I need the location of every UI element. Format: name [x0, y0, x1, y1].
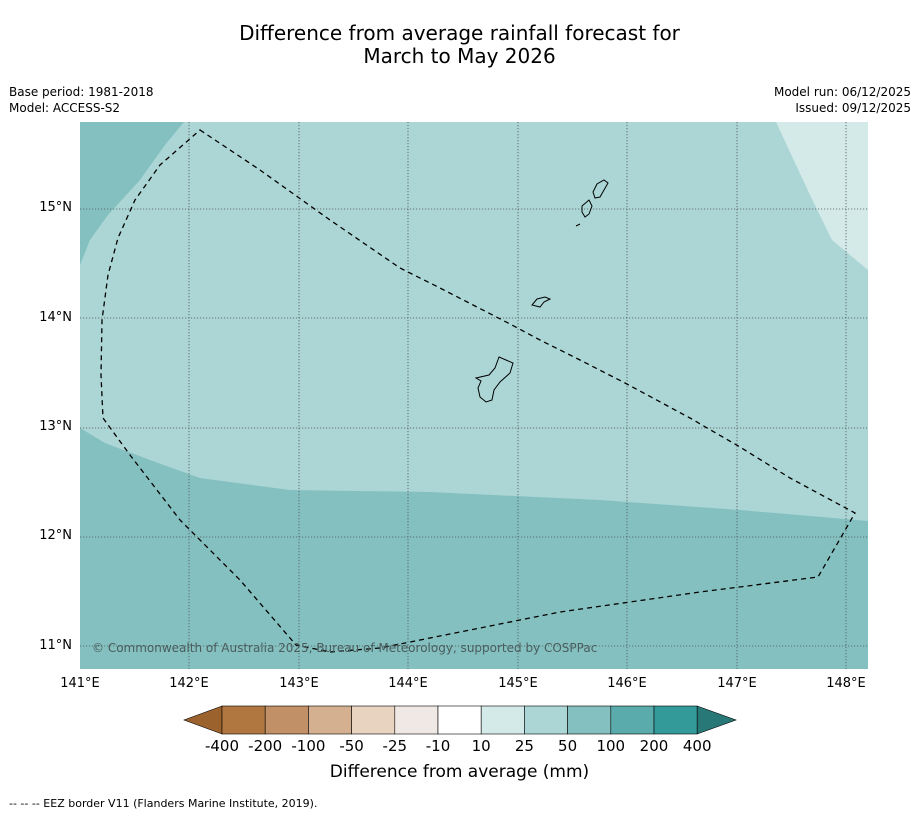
- base-period: Base period: 1981-2018: [9, 85, 154, 99]
- colorbar-label: 100: [596, 737, 626, 755]
- colorbar-label: -100: [291, 737, 326, 755]
- lat-tick-15n: 15°N: [39, 200, 72, 215]
- rainfall-zone-10-25: [776, 122, 868, 270]
- copyright-notice: © Commonwealth of Australia 2025, Bureau…: [92, 641, 598, 655]
- meta-left: Base period: 1981-2018 Model: ACCESS-S2: [9, 84, 154, 116]
- colorbar-swatch: [567, 705, 612, 735]
- lon-tick-142e: 142°E: [169, 676, 209, 691]
- colorbar-swatch: [524, 705, 568, 735]
- colorbar-swatch: [437, 705, 482, 735]
- colorbar-label: -50: [339, 737, 364, 755]
- colorbar-label: 400: [682, 737, 712, 755]
- map-title: Difference from average rainfall forecas…: [0, 22, 919, 68]
- issued-date: Issued: 09/12/2025: [795, 101, 911, 115]
- map-area: [80, 122, 868, 669]
- colorbar-extend-high: [696, 705, 737, 735]
- lon-tick-147e: 147°E: [717, 676, 757, 691]
- colorbar-swatch: [264, 705, 309, 735]
- colorbar-extend-low: [183, 705, 223, 735]
- lon-tick-146e: 146°E: [607, 676, 647, 691]
- lat-tick-12n: 12°N: [39, 528, 72, 543]
- colorbar-title: Difference from average (mm): [329, 762, 590, 782]
- lon-tick-145e: 145°E: [498, 676, 538, 691]
- lon-tick-143e: 143°E: [279, 676, 319, 691]
- colorbar-swatch: [480, 705, 525, 735]
- lat-tick-13n: 13°N: [39, 419, 72, 434]
- lon-tick-144e: 144°E: [388, 676, 428, 691]
- eez-footnote: -- -- -- EEZ border V11 (Flanders Marine…: [9, 797, 318, 810]
- island-saipan: [592, 179, 609, 199]
- colorbar-label: -400: [204, 737, 240, 755]
- colorbar-label: 25: [514, 737, 534, 755]
- island-tinian: [581, 199, 593, 218]
- colorbar-swatch: [221, 705, 266, 735]
- eez-border: [100, 129, 856, 653]
- colorbar-swatch: [653, 705, 698, 735]
- colorbar-swatch: [351, 705, 396, 735]
- island-guam: [474, 356, 514, 403]
- island-rota: [531, 296, 552, 308]
- lon-tick-148e: 148°E: [826, 676, 866, 691]
- graticule: [80, 122, 868, 669]
- model-name: Model: ACCESS-S2: [9, 101, 121, 115]
- title-line-1: Difference from average rainfall forecas…: [239, 21, 680, 45]
- model-run: Model run: 06/12/2025: [773, 85, 911, 99]
- lon-tick-141e: 141°E: [60, 676, 100, 691]
- colorbar-label: -25: [382, 737, 408, 755]
- island-aguijan: [575, 223, 581, 227]
- colorbar-swatch: [610, 705, 655, 735]
- colorbar: [183, 705, 737, 735]
- title-line-2: March to May 2026: [363, 44, 556, 68]
- colorbar-swatch: [394, 705, 439, 735]
- lat-tick-14n: 14°N: [39, 310, 72, 325]
- rainfall-zone-50-100-south: [80, 428, 868, 669]
- lat-tick-11n: 11°N: [39, 638, 72, 653]
- colorbar-label: 10: [471, 737, 491, 755]
- rainfall-zone-50-100-north: [80, 122, 184, 265]
- islands: [474, 179, 609, 403]
- meta-right: Model run: 06/12/2025 Issued: 09/12/2025: [774, 84, 911, 116]
- colorbar-swatch: [308, 705, 352, 735]
- colorbar-label: 50: [558, 737, 578, 755]
- colorbar-label: 200: [639, 737, 669, 755]
- colorbar-label: -200: [248, 737, 283, 755]
- colorbar-label: -10: [425, 737, 451, 755]
